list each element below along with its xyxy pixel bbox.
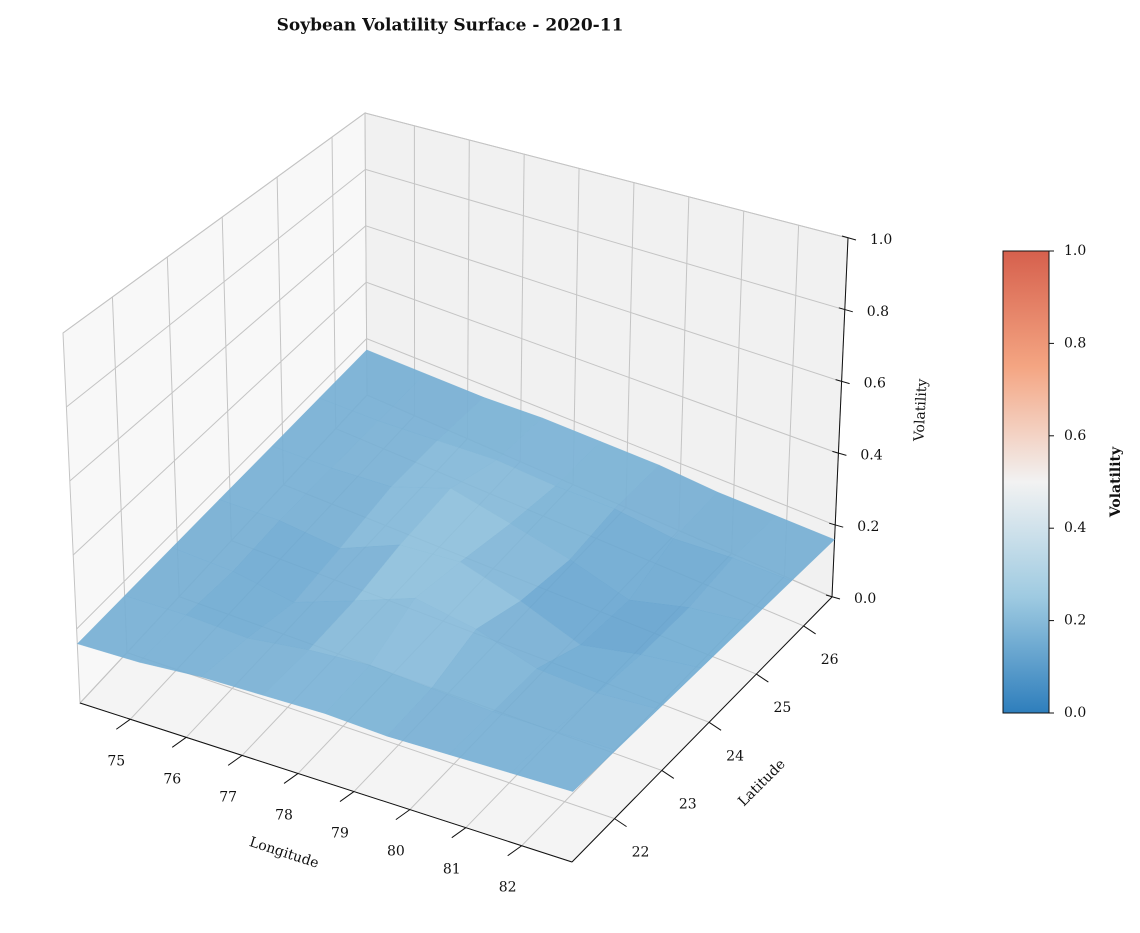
y-tick-label: 25 [773,700,791,716]
x-tick-label: 78 [275,807,293,823]
grid-line [365,225,842,383]
z-tick [825,594,841,600]
y-tick [661,770,675,779]
grid-line [69,225,367,482]
y-tick-label: 24 [726,748,744,764]
z-tick-label: 0.2 [857,519,879,535]
z-axis-line [831,237,849,598]
x-tick [395,809,411,821]
x-tick [339,791,355,802]
x-axis-title: Longitude [247,834,320,871]
colorbar-tick-label: 0.4 [1064,520,1086,536]
x-tick-label: 82 [499,880,517,896]
grid-line [166,256,180,597]
chart-title: Soybean Volatility Surface - 2020-11 [277,16,624,36]
grid-line [366,338,836,526]
grid-line [221,216,232,541]
grid-line [62,112,366,334]
grid-line [111,296,128,653]
x-tick-label: 81 [443,862,461,878]
grid-line [364,112,849,239]
y-tick [756,673,769,683]
y-tick [614,818,627,828]
colorbar-tick-label: 0.6 [1064,428,1086,444]
colorbar-tick-label: 0.2 [1064,613,1086,629]
grid-line [466,139,470,439]
x-tick [116,718,131,730]
surface-face [510,730,617,792]
grid-line [331,136,337,429]
grid-line [365,168,845,311]
colorbar-tick-label: 1.0 [1064,243,1086,259]
x-tick [507,845,522,857]
z-tick-label: 0.6 [864,376,886,392]
y-tick [708,721,722,731]
z-axis-title: Volatility [911,378,930,443]
grid-line [783,225,800,577]
grid-line [76,338,367,630]
grid-line [66,169,366,408]
z-tick-label: 0.4 [860,447,882,463]
x-tick [171,736,187,748]
grid-line [126,652,615,820]
surface [76,349,836,792]
colorbar-title: Volatility [1108,446,1124,518]
x-tick-label: 79 [331,826,349,842]
x-tick [283,773,299,784]
colorbar-tick-label: 0.8 [1064,335,1086,351]
z-tick [838,307,853,313]
x-tick [451,827,467,839]
z-tick [841,235,857,241]
colorbar-tick-label: 0.0 [1064,705,1086,721]
z-tick-label: 0.8 [867,304,889,320]
grid-line [276,176,285,485]
z-tick-label: 1.0 [870,232,892,248]
x-tick-label: 75 [107,753,125,769]
x-tick-label: 77 [219,789,237,805]
grid-line [366,281,839,454]
y-axis-line [571,596,833,863]
colorbar [1002,250,1050,714]
z-tick [829,522,844,528]
x-tick-label: 76 [163,771,181,787]
y-tick-label: 23 [679,796,697,812]
y-tick-label: 26 [821,652,839,668]
x-tick-label: 80 [387,844,405,860]
z-tick-label: 0.0 [854,591,876,607]
grid-line [72,281,367,556]
z-tick [835,379,850,385]
x-axis-line [79,702,573,863]
y-tick-label: 22 [632,845,650,861]
x-tick [227,754,243,766]
z-tick [832,450,847,456]
grid-line [731,210,745,554]
y-tick [803,625,816,635]
